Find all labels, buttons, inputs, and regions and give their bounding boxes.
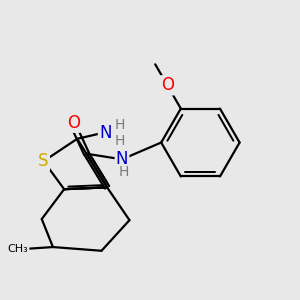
- Text: H: H: [115, 118, 125, 132]
- Text: N: N: [99, 124, 112, 142]
- Text: H: H: [115, 134, 125, 148]
- Text: N: N: [116, 150, 128, 168]
- Text: O: O: [161, 76, 174, 94]
- Text: S: S: [38, 152, 49, 170]
- Text: H: H: [119, 165, 129, 179]
- Text: O: O: [67, 114, 80, 132]
- Text: CH₃: CH₃: [8, 244, 29, 254]
